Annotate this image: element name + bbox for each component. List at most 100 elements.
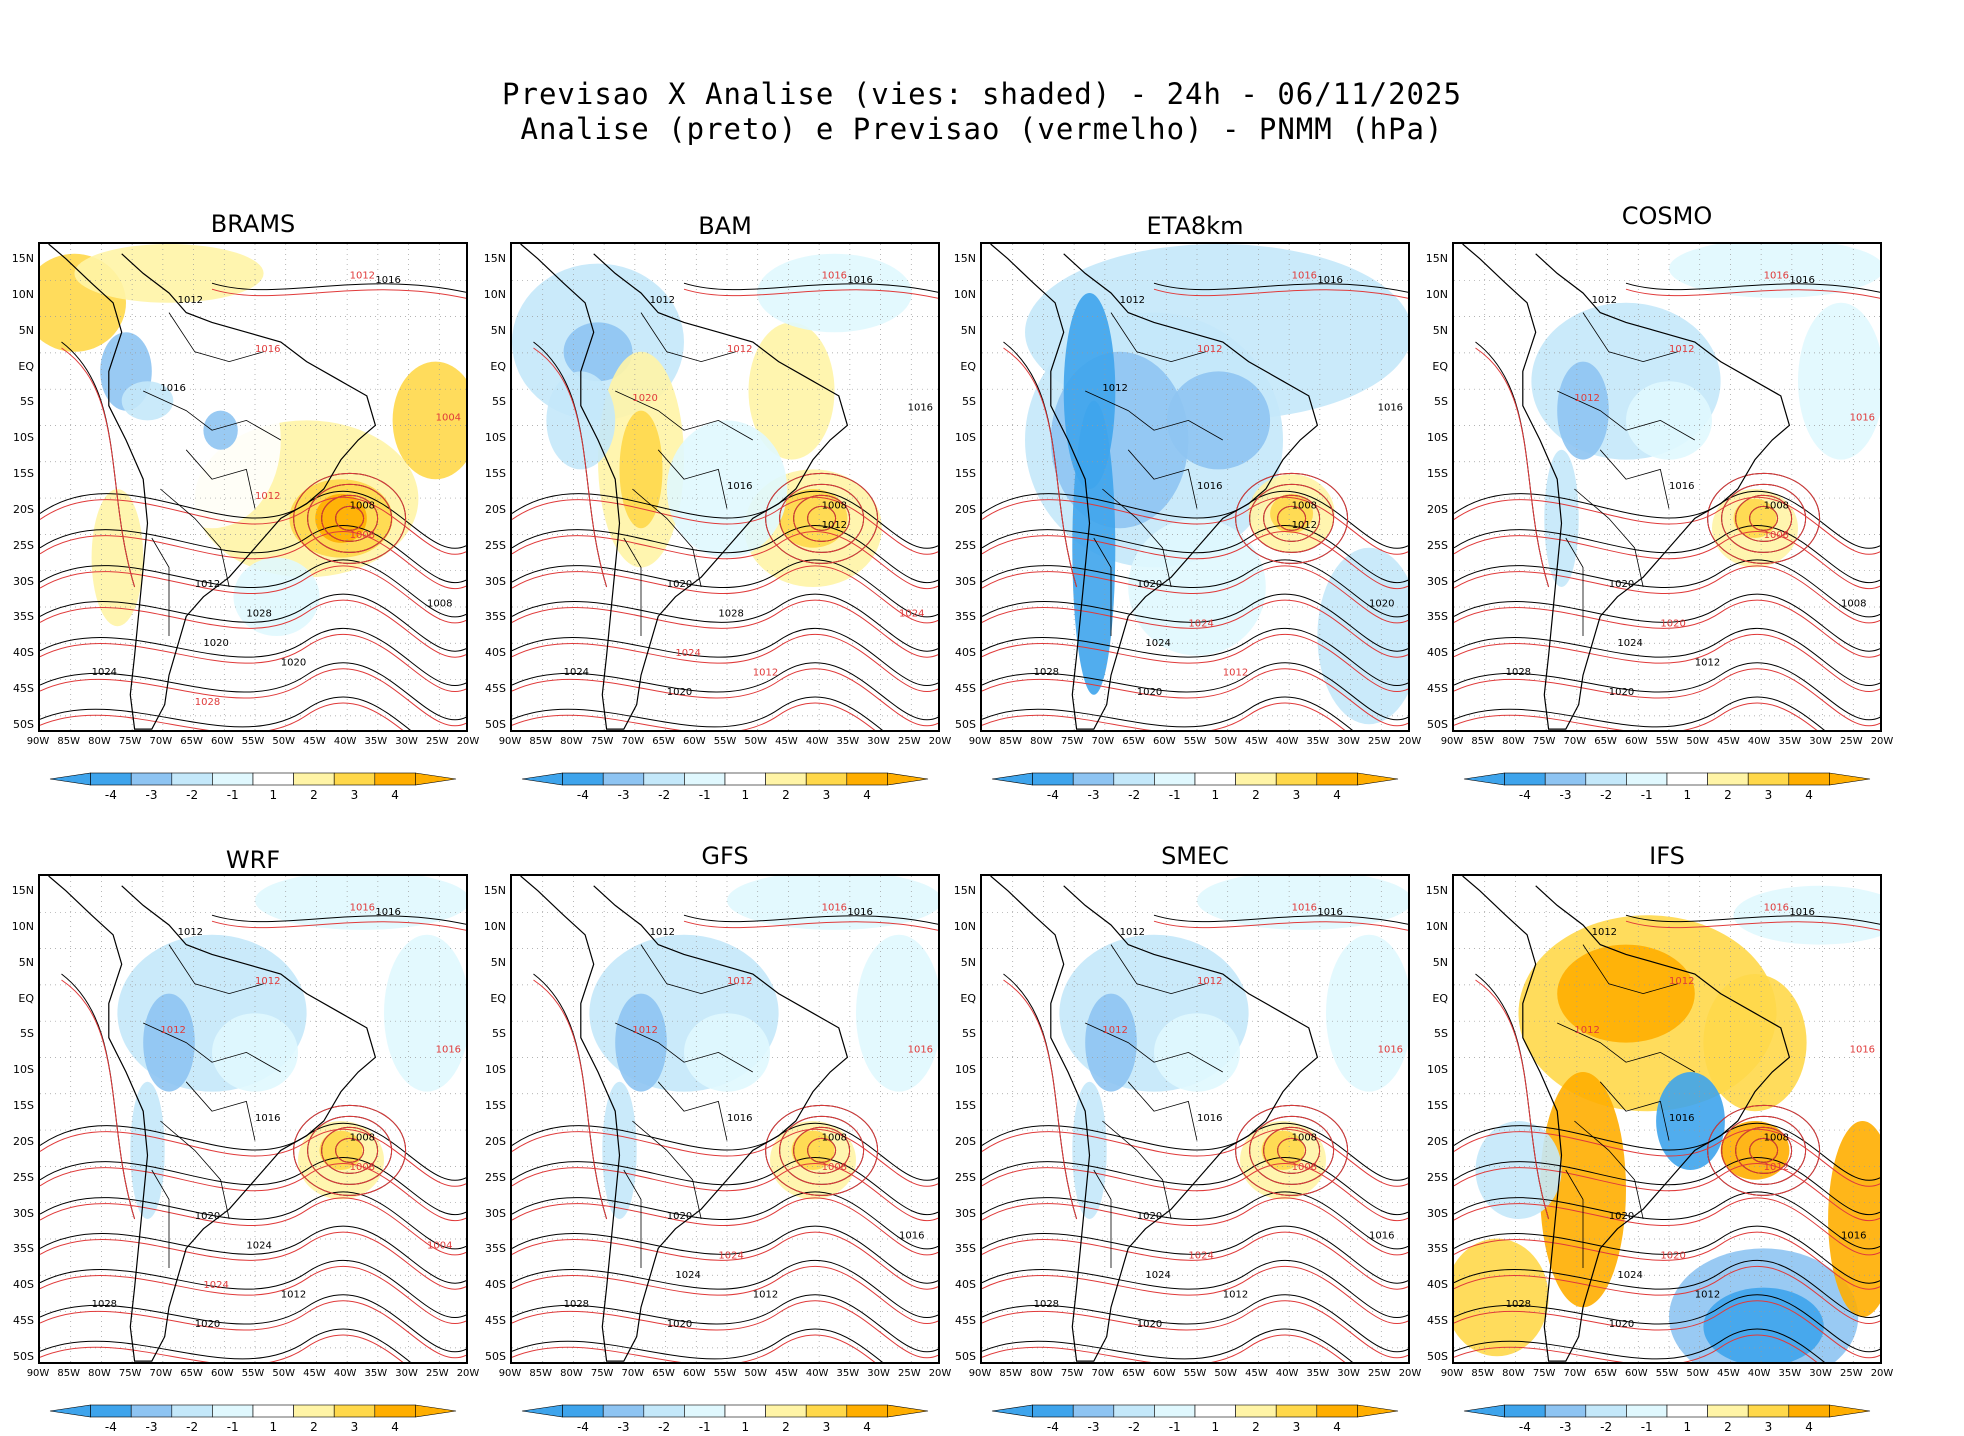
contour-label: 1008: [350, 1133, 375, 1144]
colorbar-label: -3: [1087, 788, 1100, 802]
isobar: [40, 1231, 466, 1290]
low-pressure-isobar: [807, 505, 837, 531]
contour-label: 1020: [1660, 1250, 1685, 1261]
colorbar-label: 4: [863, 1420, 871, 1434]
longitude-label: 70W: [1563, 1368, 1587, 1379]
latitude-label: 10S: [485, 1063, 506, 1077]
contour-label: 1016: [1841, 1231, 1866, 1242]
isobar: [512, 1225, 938, 1284]
contour-label: 1008: [350, 530, 375, 541]
longitude-label: 45W: [303, 1368, 326, 1379]
country-border: [1085, 390, 1223, 441]
latitude-label: 15S: [485, 1099, 506, 1113]
contour-label: 1020: [203, 638, 228, 649]
country-border: [1093, 1169, 1112, 1268]
low-pressure-isobar: [307, 1115, 393, 1185]
colorbar-label: 2: [310, 788, 318, 802]
coastline: [48, 244, 377, 730]
latitude-label: 10N: [1425, 919, 1448, 933]
isobar: [982, 530, 1408, 590]
latitude-label: 50S: [1427, 1350, 1448, 1363]
panel-title-cosmo: COSMO: [1621, 202, 1713, 230]
latitude-label: 5N: [1432, 323, 1448, 337]
contour-label: 1028: [1506, 1299, 1531, 1310]
isobar: [40, 1294, 466, 1353]
contour-label: 1012: [1223, 667, 1248, 678]
longitude-label: 45W: [1245, 736, 1268, 747]
longitude-label: 65W: [652, 1368, 675, 1379]
contour-label: 1024: [1188, 618, 1213, 629]
longitude-label: 55W: [241, 736, 265, 747]
contour-label: 1016: [375, 275, 400, 286]
colorbar-label: -2: [186, 1420, 199, 1434]
isobar: [1454, 1191, 1880, 1250]
latitude-label: 5N: [18, 323, 34, 337]
latitude-label: 15S: [955, 1099, 976, 1113]
longitude-label: 50W: [744, 736, 768, 747]
colorbar-segment: [171, 1404, 213, 1418]
contour-label: 1020: [1137, 1211, 1162, 1222]
longitude-label: 85W: [1471, 1368, 1495, 1379]
isobar: [1475, 347, 1550, 588]
isobar: [211, 288, 466, 299]
isobar: [512, 524, 938, 584]
longitude-label: 40W: [1275, 736, 1299, 747]
longitude-label: 50W: [272, 736, 296, 747]
contour-label: 1024: [203, 1280, 228, 1291]
contour-label: 1008: [1764, 501, 1789, 512]
country-border: [1085, 1022, 1223, 1073]
bias-shading: [91, 489, 144, 627]
colorbar-label: -3: [145, 1420, 158, 1434]
isobar: [1454, 1334, 1818, 1362]
low-pressure-isobar: [1263, 494, 1321, 542]
latitude-label: 45S: [1427, 1314, 1448, 1328]
longitude-label: 60W: [1152, 736, 1176, 747]
colorbar-label: -1: [1168, 788, 1181, 802]
colorbar-arrow-right: [415, 772, 457, 786]
isobar: [40, 559, 466, 618]
colorbar-segment: [130, 772, 173, 786]
latitude-label: 20S: [1427, 502, 1448, 516]
colorbar-label: 4: [391, 788, 399, 802]
country-border: [1565, 537, 1584, 636]
longitude-label: 35W: [836, 736, 860, 747]
low-pressure-isobar: [1707, 1104, 1821, 1196]
longitude-label: 85W: [1471, 736, 1495, 747]
latitude-label: 40S: [485, 646, 506, 660]
colorbar-label: -2: [1128, 1420, 1141, 1434]
contour-label: 1012: [1102, 383, 1127, 394]
map-svg: 1012101610161012100810081020102410281020…: [1454, 244, 1880, 730]
isobar: [512, 599, 938, 658]
colorbar-segment: [1194, 1404, 1236, 1418]
latitude-label: 10S: [1427, 1063, 1448, 1077]
isobar: [982, 696, 1353, 730]
map-panel-bam: 1012 1016 1016 1012 1008 1012 1020 1024 1024 1028…: [510, 242, 940, 732]
longitude-label: 30W: [1809, 736, 1832, 747]
low-pressure-isobar: [1249, 483, 1335, 553]
country-border: [632, 488, 702, 588]
longitude-label: 90W: [1440, 1368, 1464, 1379]
longitude-label: 20W: [456, 1368, 480, 1379]
longitude-label: 85W: [57, 1368, 81, 1379]
figure-title-line1: Previsao X Analise (vies: shaded) - 24h …: [502, 77, 1462, 111]
longitude-label: 40W: [333, 1368, 357, 1379]
isobar: [1454, 524, 1880, 584]
longitude-label: 70W: [1091, 736, 1115, 747]
country-border: [640, 312, 736, 363]
colorbar-label: -3: [145, 788, 158, 802]
colorbar-arrow-right: [887, 772, 929, 786]
longitude-label: 60W: [210, 1368, 234, 1379]
longitude-label: 75W: [1532, 1368, 1556, 1379]
latitude-label: 15N: [953, 884, 976, 897]
isobar: [512, 1162, 938, 1222]
colorbar-label: 1: [1683, 788, 1692, 802]
latitude-label: 40S: [1427, 646, 1448, 660]
colorbar-segment: [724, 1404, 766, 1418]
isobar: [982, 524, 1408, 584]
low-pressure-isobar: [793, 494, 851, 542]
contour-label: 1012: [195, 579, 220, 590]
bias-shading: [1270, 493, 1314, 534]
colorbar: [991, 1404, 1399, 1418]
map-panel-smec: 1012 1016 1016 1012 1008 1008 1020 1024 1028 1024…: [980, 874, 1410, 1364]
isobar: [982, 559, 1408, 618]
